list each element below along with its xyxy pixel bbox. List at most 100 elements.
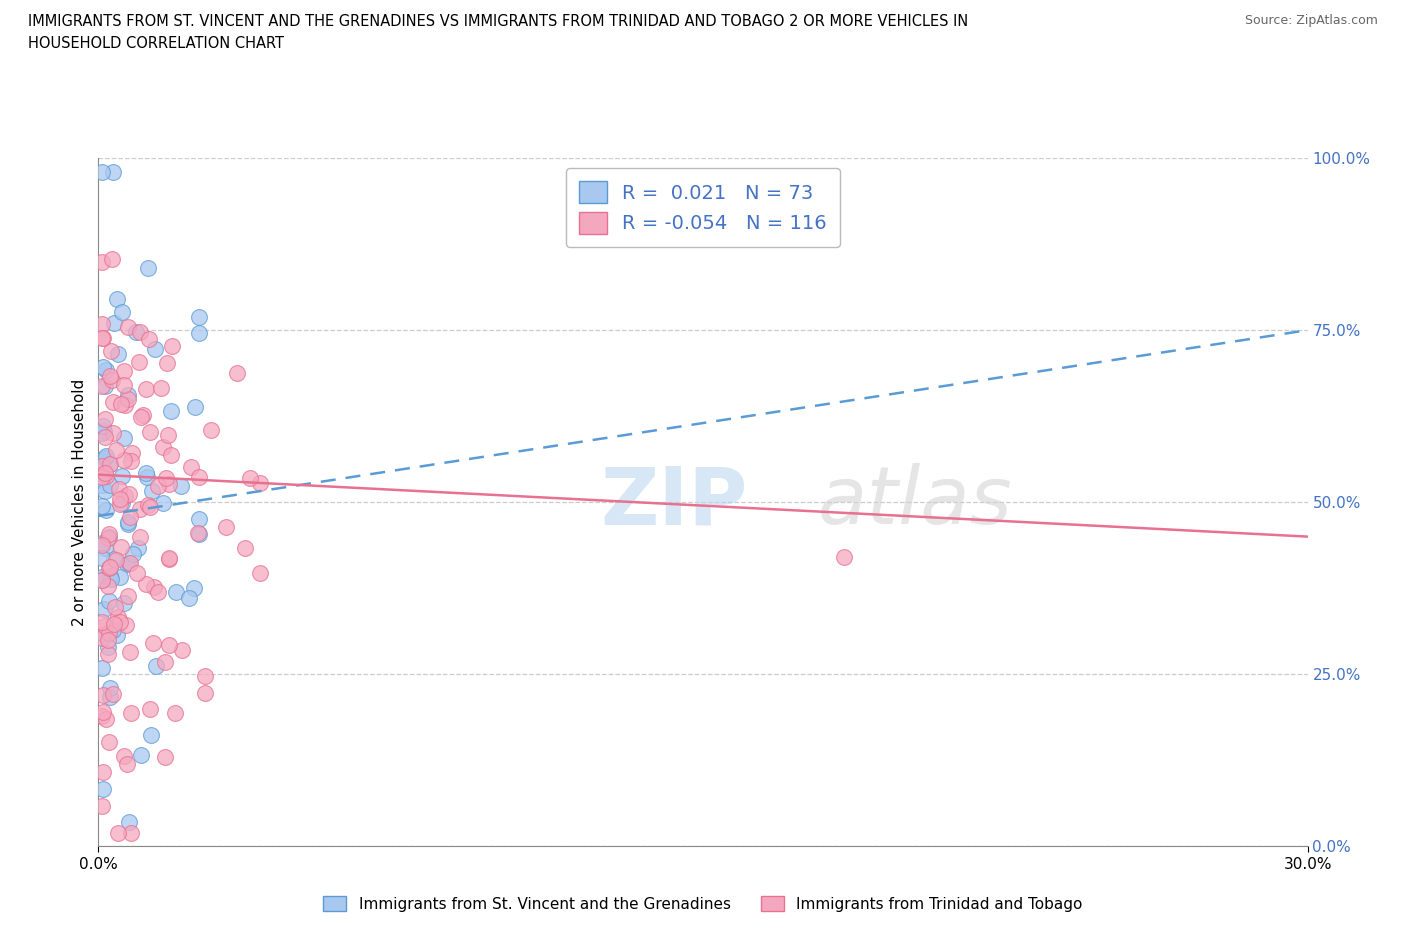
Point — [91, 418, 114, 433]
Point — [103, 617, 125, 631]
Point — [105, 443, 128, 458]
Point — [93, 627, 115, 642]
Point — [184, 400, 207, 415]
Point — [143, 341, 166, 356]
Point — [172, 643, 194, 658]
Point — [136, 260, 159, 275]
Point — [91, 709, 114, 724]
Point — [200, 422, 222, 437]
Point — [153, 655, 176, 670]
Point — [91, 316, 114, 331]
Point — [249, 475, 271, 490]
Point — [93, 424, 115, 439]
Point — [115, 618, 138, 632]
Point — [139, 499, 162, 514]
Point — [156, 356, 179, 371]
Point — [97, 526, 120, 541]
Point — [157, 428, 180, 443]
Point — [128, 325, 150, 339]
Point — [97, 639, 120, 654]
Point — [97, 578, 120, 593]
Point — [91, 799, 114, 814]
Point — [98, 626, 121, 641]
Point — [157, 477, 180, 492]
Point — [91, 330, 114, 345]
Point — [180, 459, 202, 474]
Point — [105, 552, 128, 567]
Point — [101, 372, 124, 387]
Point — [110, 569, 132, 584]
Point — [91, 615, 114, 630]
Point — [94, 448, 117, 463]
Point — [118, 815, 141, 830]
Point — [107, 346, 129, 361]
Point — [98, 561, 121, 576]
Point — [117, 517, 139, 532]
Point — [101, 623, 124, 638]
Point — [112, 453, 135, 468]
Point — [104, 599, 127, 614]
Point — [91, 254, 114, 269]
Point — [111, 496, 134, 511]
Point — [129, 748, 152, 763]
Point — [120, 510, 142, 525]
Point — [94, 540, 117, 555]
Point — [139, 425, 162, 440]
Point — [155, 471, 177, 485]
Point — [110, 539, 132, 554]
Point — [94, 503, 117, 518]
Point — [91, 551, 114, 565]
Point — [93, 619, 115, 634]
Point — [118, 556, 141, 571]
Point — [125, 565, 148, 580]
Point — [107, 825, 129, 840]
Point — [101, 252, 124, 267]
Legend: R =  0.021   N = 73, R = -0.054   N = 116: R = 0.021 N = 73, R = -0.054 N = 116 — [565, 167, 841, 247]
Point — [152, 495, 174, 510]
Legend: Immigrants from St. Vincent and the Grenadines, Immigrants from Trinidad and Tob: Immigrants from St. Vincent and the Gren… — [318, 889, 1088, 918]
Point — [160, 448, 183, 463]
Point — [93, 601, 115, 616]
Point — [91, 538, 114, 552]
Point — [135, 465, 157, 480]
Text: ZIP: ZIP — [600, 463, 748, 541]
Point — [117, 514, 139, 529]
Point — [98, 689, 121, 704]
Point — [150, 380, 173, 395]
Point — [98, 559, 121, 574]
Point — [188, 526, 211, 541]
Point — [165, 584, 187, 599]
Point — [157, 551, 180, 565]
Point — [128, 501, 150, 516]
Point — [108, 497, 131, 512]
Point — [112, 431, 135, 445]
Point — [105, 628, 128, 643]
Point — [135, 381, 157, 396]
Point — [112, 748, 135, 763]
Point — [107, 610, 129, 625]
Point — [91, 458, 114, 473]
Point — [91, 165, 114, 179]
Point — [122, 547, 145, 562]
Point — [120, 825, 142, 840]
Point — [112, 364, 135, 379]
Text: IMMIGRANTS FROM ST. VINCENT AND THE GRENADINES VS IMMIGRANTS FROM TRINIDAD AND T: IMMIGRANTS FROM ST. VINCENT AND THE GREN… — [28, 14, 969, 51]
Point — [114, 489, 136, 504]
Point — [97, 531, 120, 546]
Point — [101, 426, 124, 441]
Point — [188, 326, 211, 340]
Point — [94, 450, 117, 465]
Point — [160, 404, 183, 418]
Point — [129, 410, 152, 425]
Point — [194, 685, 217, 700]
Point — [112, 596, 135, 611]
Point — [127, 540, 149, 555]
Point — [832, 550, 855, 565]
Point — [94, 484, 117, 498]
Point — [129, 529, 152, 544]
Point — [91, 330, 114, 345]
Point — [91, 498, 114, 513]
Point — [117, 588, 139, 603]
Point — [146, 585, 169, 600]
Point — [91, 360, 114, 375]
